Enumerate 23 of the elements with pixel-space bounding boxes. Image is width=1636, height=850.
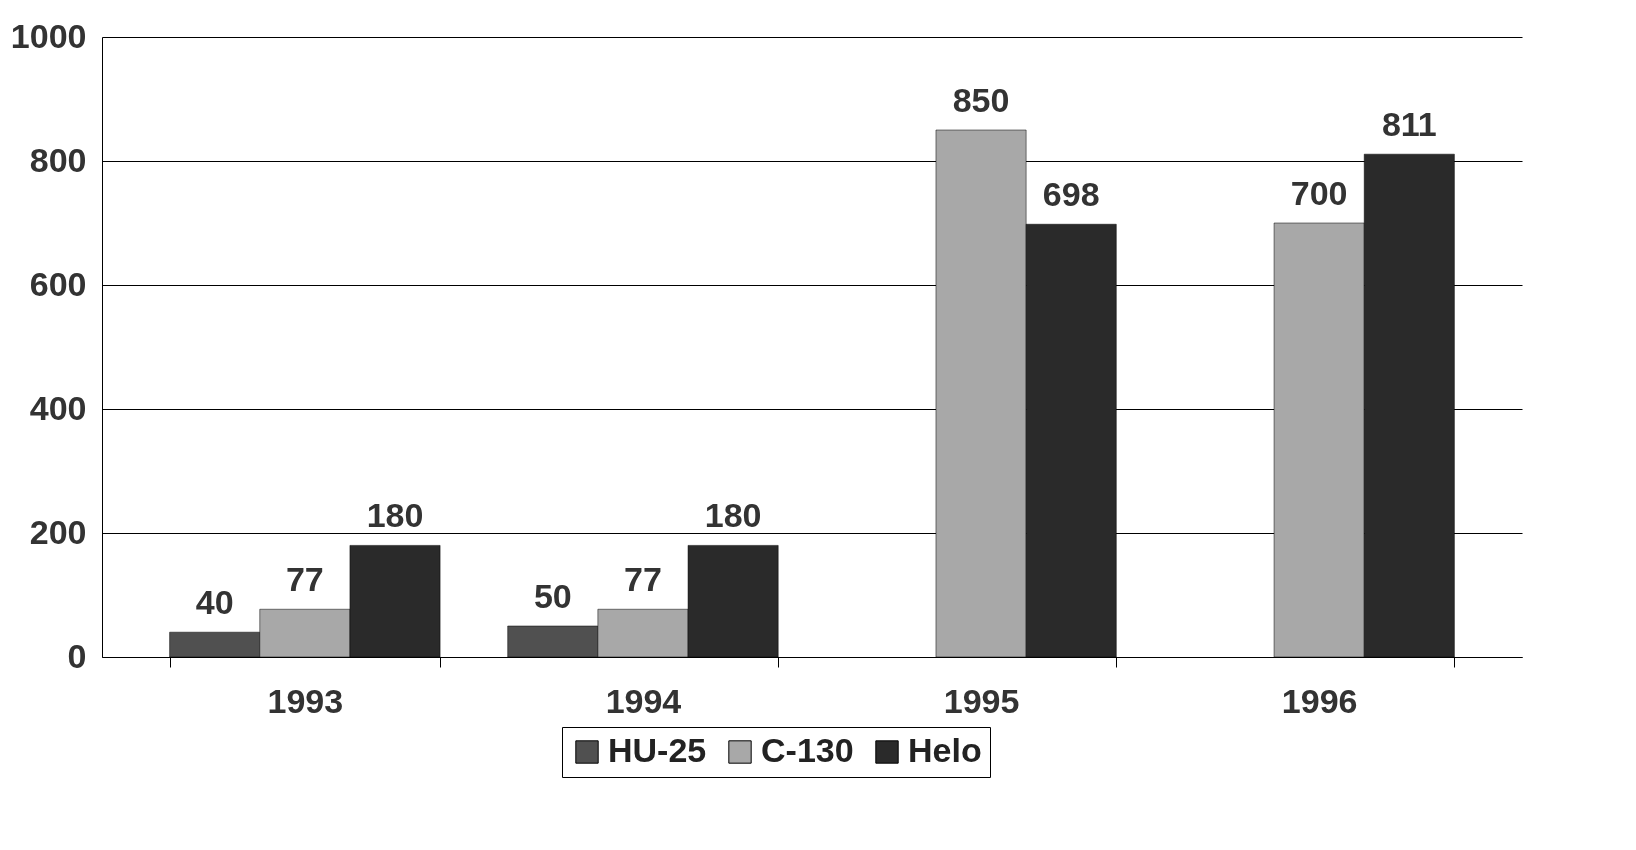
legend-label: C-130	[761, 731, 854, 769]
data-label: 77	[624, 560, 662, 599]
y-tick-label: 0	[67, 636, 87, 675]
y-tick-label: 200	[29, 512, 87, 551]
y-tick-label: 1000	[10, 16, 87, 55]
legend-label: HU-25	[608, 731, 707, 769]
x-tick-label: 1995	[943, 681, 1020, 720]
data-label: 40	[195, 583, 234, 622]
y-tick-label: 400	[29, 388, 87, 427]
y-tick-label: 800	[29, 140, 87, 179]
data-label: 180	[366, 496, 424, 535]
data-label: 698	[1042, 175, 1100, 214]
x-tick-label: 1994	[605, 681, 682, 720]
data-label: 77	[285, 560, 324, 599]
x-tick-label: 1996	[1281, 681, 1358, 720]
x-tick-label: 1993	[267, 681, 344, 720]
data-label: 180	[704, 496, 762, 535]
data-label: 50	[533, 577, 572, 615]
legend-label: Helo	[908, 731, 982, 769]
y-tick-label: 600	[29, 264, 87, 303]
data-label: 850	[952, 81, 1010, 119]
data-label: 811	[1381, 105, 1437, 144]
data-label: 700	[1290, 174, 1348, 212]
